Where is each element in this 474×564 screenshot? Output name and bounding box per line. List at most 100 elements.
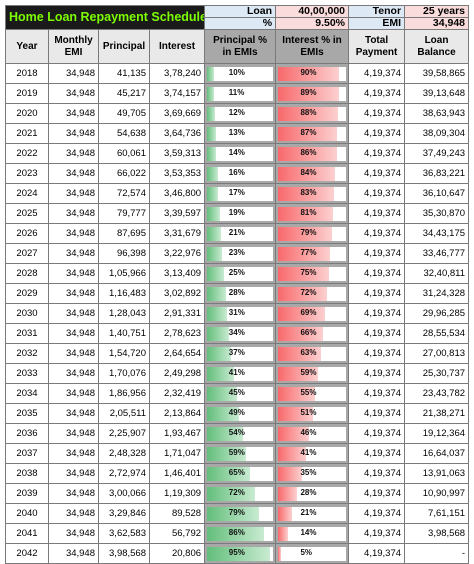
interest-cell[interactable]: 2,32,419 (148, 383, 206, 404)
principal-pct-bar[interactable]: 54% (204, 423, 277, 444)
principal-cell[interactable]: 2,05,511 (98, 403, 150, 424)
principal-pct-bar[interactable]: 14% (204, 143, 277, 164)
principal-cell[interactable]: 1,40,751 (98, 323, 150, 344)
emi-cell[interactable]: 34,948 (48, 483, 99, 504)
loan-balance-cell[interactable]: 34,43,175 (404, 223, 470, 244)
principal-cell[interactable]: 3,00,066 (98, 483, 150, 504)
year-cell[interactable]: 2028 (5, 263, 49, 284)
total-payment-cell[interactable]: 4,19,374 (348, 323, 406, 344)
emi-cell[interactable]: 34,948 (48, 443, 99, 464)
interest-pct-bar[interactable]: 86% (275, 143, 350, 164)
loan-balance-cell[interactable]: 29,96,285 (404, 303, 470, 324)
total-payment-cell[interactable]: 4,19,374 (348, 203, 406, 224)
loan-balance-cell[interactable]: 35,30,870 (404, 203, 470, 224)
interest-pct-bar[interactable]: 35% (275, 463, 350, 484)
emi-cell[interactable]: 34,948 (48, 383, 99, 404)
principal-cell[interactable]: 3,29,846 (98, 503, 150, 524)
total-payment-cell[interactable]: 4,19,374 (348, 383, 406, 404)
year-cell[interactable]: 2022 (5, 143, 49, 164)
emi-cell[interactable]: 34,948 (48, 103, 99, 124)
principal-cell[interactable]: 96,398 (98, 243, 150, 264)
year-cell[interactable]: 2042 (5, 543, 49, 564)
loan-value[interactable]: 40,00,000 (275, 5, 350, 18)
principal-cell[interactable]: 87,695 (98, 223, 150, 244)
interest-cell[interactable]: 89,528 (148, 503, 206, 524)
year-cell[interactable]: 2030 (5, 303, 49, 324)
principal-cell[interactable]: 49,705 (98, 103, 150, 124)
principal-cell[interactable]: 60,061 (98, 143, 150, 164)
principal-pct-bar[interactable]: 41% (204, 363, 277, 384)
interest-pct-bar[interactable]: 84% (275, 163, 350, 184)
principal-pct-bar[interactable]: 49% (204, 403, 277, 424)
emi-cell[interactable]: 34,948 (48, 523, 99, 544)
emi-cell[interactable]: 34,948 (48, 423, 99, 444)
interest-cell[interactable]: 3,46,800 (148, 183, 206, 204)
principal-cell[interactable]: 1,28,043 (98, 303, 150, 324)
principal-cell[interactable]: 1,54,720 (98, 343, 150, 364)
principal-pct-bar[interactable]: 25% (204, 263, 277, 284)
interest-cell[interactable]: 3,39,597 (148, 203, 206, 224)
loan-balance-cell[interactable]: - (404, 543, 470, 564)
interest-pct-bar[interactable]: 87% (275, 123, 350, 144)
interest-pct-bar[interactable]: 21% (275, 503, 350, 524)
interest-pct-bar[interactable]: 77% (275, 243, 350, 264)
emi-cell[interactable]: 34,948 (48, 263, 99, 284)
interest-pct-bar[interactable]: 83% (275, 183, 350, 204)
year-cell[interactable]: 2027 (5, 243, 49, 264)
principal-cell[interactable]: 41,135 (98, 63, 150, 84)
principal-pct-bar[interactable]: 10% (204, 63, 277, 84)
loan-balance-cell[interactable]: 16,64,037 (404, 443, 470, 464)
emi-cell[interactable]: 34,948 (48, 143, 99, 164)
interest-pct-bar[interactable]: 63% (275, 343, 350, 364)
total-payment-cell[interactable]: 4,19,374 (348, 63, 406, 84)
total-payment-cell[interactable]: 4,19,374 (348, 463, 406, 484)
total-payment-cell[interactable]: 4,19,374 (348, 123, 406, 144)
loan-balance-cell[interactable]: 38,09,304 (404, 123, 470, 144)
year-cell[interactable]: 2035 (5, 403, 49, 424)
tenor-value[interactable]: 25 years (404, 5, 470, 18)
principal-cell[interactable]: 54,638 (98, 123, 150, 144)
interest-pct-bar[interactable]: 5% (275, 543, 350, 564)
total-payment-cell[interactable]: 4,19,374 (348, 423, 406, 444)
interest-cell[interactable]: 1,71,047 (148, 443, 206, 464)
emi-cell[interactable]: 34,948 (48, 343, 99, 364)
principal-cell[interactable]: 1,05,966 (98, 263, 150, 284)
principal-cell[interactable]: 1,86,956 (98, 383, 150, 404)
principal-pct-bar[interactable]: 28% (204, 283, 277, 304)
interest-cell[interactable]: 3,13,409 (148, 263, 206, 284)
interest-cell[interactable]: 3,59,313 (148, 143, 206, 164)
total-payment-cell[interactable]: 4,19,374 (348, 303, 406, 324)
principal-pct-bar[interactable]: 19% (204, 203, 277, 224)
principal-cell[interactable]: 3,98,568 (98, 543, 150, 564)
year-cell[interactable]: 2031 (5, 323, 49, 344)
loan-balance-cell[interactable]: 21,38,271 (404, 403, 470, 424)
emi-cell[interactable]: 34,948 (48, 183, 99, 204)
emi-value[interactable]: 34,948 (404, 17, 470, 30)
emi-cell[interactable]: 34,948 (48, 543, 99, 564)
total-payment-cell[interactable]: 4,19,374 (348, 363, 406, 384)
emi-cell[interactable]: 34,948 (48, 123, 99, 144)
principal-pct-bar[interactable]: 37% (204, 343, 277, 364)
total-payment-cell[interactable]: 4,19,374 (348, 523, 406, 544)
interest-cell[interactable]: 3,69,669 (148, 103, 206, 124)
principal-cell[interactable]: 66,022 (98, 163, 150, 184)
loan-balance-cell[interactable]: 32,40,811 (404, 263, 470, 284)
year-cell[interactable]: 2021 (5, 123, 49, 144)
principal-pct-bar[interactable]: 16% (204, 163, 277, 184)
total-payment-cell[interactable]: 4,19,374 (348, 503, 406, 524)
loan-balance-cell[interactable]: 25,30,737 (404, 363, 470, 384)
interest-pct-bar[interactable]: 90% (275, 63, 350, 84)
year-cell[interactable]: 2029 (5, 283, 49, 304)
interest-pct-bar[interactable]: 72% (275, 283, 350, 304)
total-payment-cell[interactable]: 4,19,374 (348, 543, 406, 564)
emi-cell[interactable]: 34,948 (48, 203, 99, 224)
interest-cell[interactable]: 20,806 (148, 543, 206, 564)
year-cell[interactable]: 2032 (5, 343, 49, 364)
interest-cell[interactable]: 3,31,679 (148, 223, 206, 244)
emi-cell[interactable]: 34,948 (48, 283, 99, 304)
loan-balance-cell[interactable]: 37,49,243 (404, 143, 470, 164)
principal-cell[interactable]: 79,777 (98, 203, 150, 224)
principal-cell[interactable]: 1,16,483 (98, 283, 150, 304)
interest-cell[interactable]: 3,78,240 (148, 63, 206, 84)
total-payment-cell[interactable]: 4,19,374 (348, 263, 406, 284)
